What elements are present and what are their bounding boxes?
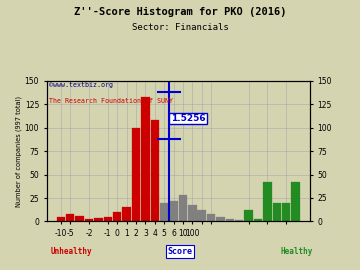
Text: 1.5256: 1.5256: [171, 114, 205, 123]
Bar: [57, 217, 65, 221]
Bar: [207, 214, 215, 221]
Bar: [113, 212, 121, 221]
Bar: [141, 97, 149, 221]
Bar: [197, 210, 206, 221]
Bar: [66, 214, 75, 221]
Text: Healthy: Healthy: [281, 247, 313, 256]
Bar: [282, 203, 291, 221]
Text: Score: Score: [167, 247, 193, 256]
Bar: [132, 128, 140, 221]
Bar: [188, 205, 197, 221]
Text: Sector: Financials: Sector: Financials: [132, 23, 228, 32]
Bar: [85, 219, 93, 221]
Bar: [160, 203, 168, 221]
Bar: [179, 195, 187, 221]
Bar: [122, 207, 131, 221]
Bar: [244, 210, 253, 221]
Bar: [263, 182, 271, 221]
Bar: [291, 182, 300, 221]
Bar: [150, 120, 159, 221]
Bar: [226, 219, 234, 221]
Bar: [235, 220, 243, 221]
Text: The Research Foundation of SUNY: The Research Foundation of SUNY: [49, 98, 174, 104]
Bar: [94, 218, 103, 221]
Bar: [254, 219, 262, 221]
Bar: [76, 216, 84, 221]
Y-axis label: Number of companies (997 total): Number of companies (997 total): [15, 96, 22, 207]
Bar: [104, 217, 112, 221]
Text: ©www.textbiz.org: ©www.textbiz.org: [49, 82, 113, 88]
Text: Unhealthy: Unhealthy: [50, 247, 92, 256]
Text: Z''-Score Histogram for PKO (2016): Z''-Score Histogram for PKO (2016): [74, 7, 286, 17]
Bar: [273, 203, 281, 221]
Bar: [216, 217, 225, 221]
Bar: [169, 201, 178, 221]
